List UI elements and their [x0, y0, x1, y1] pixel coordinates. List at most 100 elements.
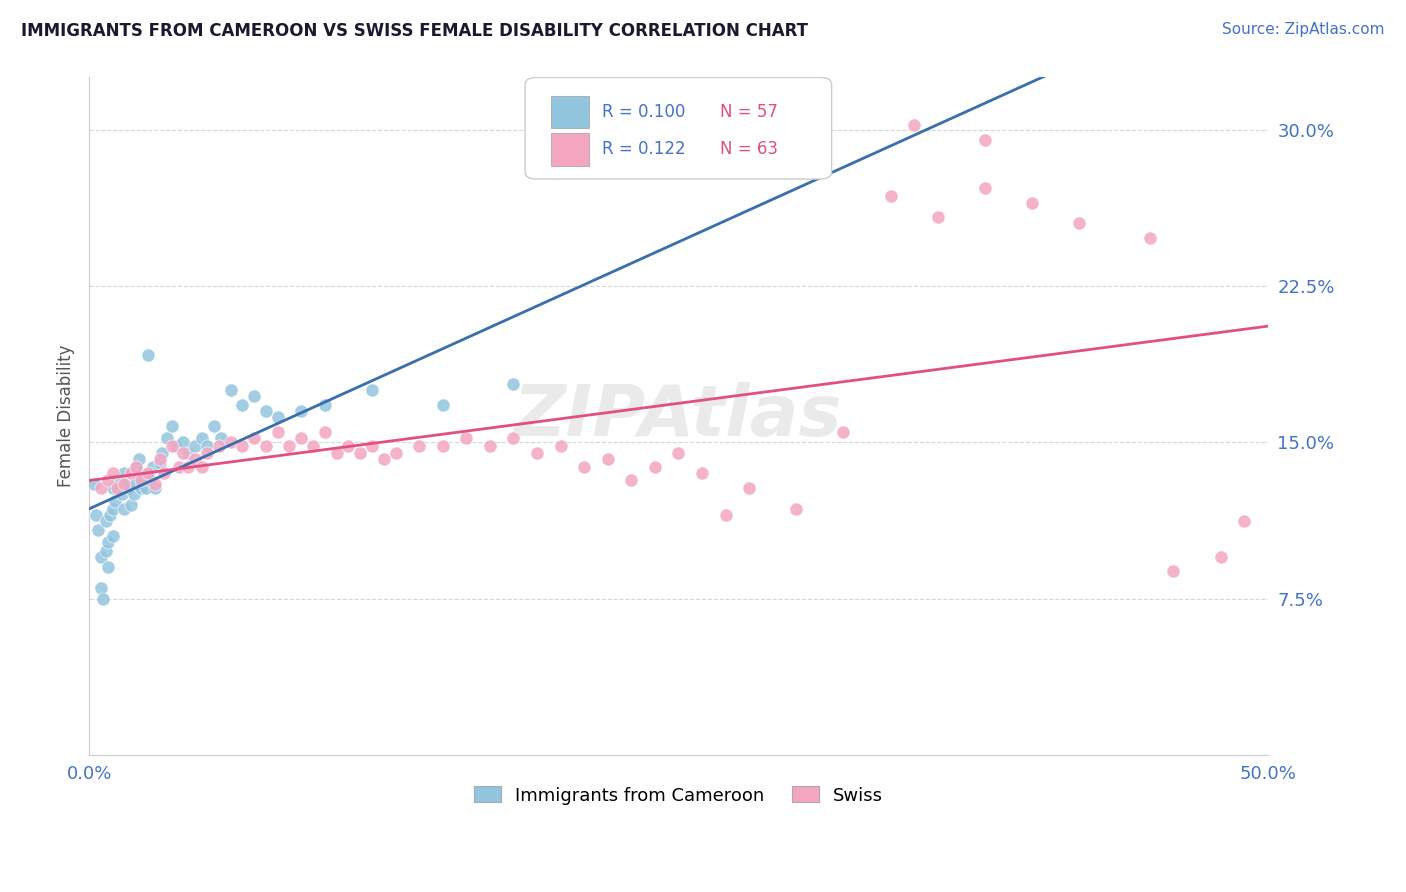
Point	[502, 431, 524, 445]
Point	[97, 473, 120, 487]
Point	[136, 467, 159, 481]
Point	[302, 439, 325, 453]
Point	[97, 535, 120, 549]
Text: Source: ZipAtlas.com: Source: ZipAtlas.com	[1222, 22, 1385, 37]
Point	[879, 189, 901, 203]
Point	[231, 398, 253, 412]
Point	[666, 445, 689, 459]
Point	[112, 502, 135, 516]
Point	[172, 445, 194, 459]
Point	[125, 460, 148, 475]
Point	[202, 418, 225, 433]
Y-axis label: Female Disability: Female Disability	[58, 345, 75, 487]
Point	[373, 451, 395, 466]
Text: ZIPAtlas: ZIPAtlas	[515, 382, 842, 450]
Point	[97, 560, 120, 574]
Point	[243, 389, 266, 403]
Point	[384, 445, 406, 459]
Point	[526, 445, 548, 459]
Point	[361, 439, 384, 453]
Point	[94, 515, 117, 529]
Point	[122, 487, 145, 501]
Point	[125, 477, 148, 491]
Point	[973, 133, 995, 147]
Point	[112, 477, 135, 491]
Point	[231, 439, 253, 453]
Point	[150, 445, 173, 459]
Point	[143, 481, 166, 495]
Point	[167, 460, 190, 475]
Text: IMMIGRANTS FROM CAMEROON VS SWISS FEMALE DISABILITY CORRELATION CHART: IMMIGRANTS FROM CAMEROON VS SWISS FEMALE…	[21, 22, 808, 40]
Point	[266, 425, 288, 439]
Point	[121, 498, 143, 512]
Point	[572, 460, 595, 475]
Point	[832, 425, 855, 439]
Point	[156, 431, 179, 445]
Point	[111, 487, 134, 501]
Point	[349, 445, 371, 459]
Point	[160, 418, 183, 433]
Point	[209, 431, 232, 445]
FancyBboxPatch shape	[526, 78, 831, 179]
Point	[903, 119, 925, 133]
Point	[361, 383, 384, 397]
Point	[184, 451, 207, 466]
Point	[314, 398, 336, 412]
Point	[208, 439, 231, 453]
Point	[1021, 195, 1043, 210]
Point	[149, 456, 172, 470]
Point	[91, 591, 114, 606]
Point	[550, 439, 572, 453]
Point	[136, 348, 159, 362]
Point	[112, 467, 135, 481]
Point	[266, 410, 288, 425]
FancyBboxPatch shape	[551, 133, 589, 166]
Point	[129, 473, 152, 487]
Point	[118, 481, 141, 495]
Point	[128, 451, 150, 466]
Point	[927, 210, 949, 224]
Legend: Immigrants from Cameroon, Swiss: Immigrants from Cameroon, Swiss	[464, 777, 891, 814]
Point	[408, 439, 430, 453]
Point	[101, 502, 124, 516]
Point	[177, 445, 200, 459]
Point	[195, 445, 218, 459]
Point	[278, 439, 301, 453]
Point	[195, 439, 218, 453]
Text: N = 63: N = 63	[720, 140, 778, 158]
Point	[738, 481, 761, 495]
Text: R = 0.122: R = 0.122	[602, 140, 685, 158]
Point	[1067, 216, 1090, 230]
Point	[1139, 231, 1161, 245]
Point	[432, 398, 454, 412]
Point	[143, 477, 166, 491]
Point	[1163, 565, 1185, 579]
Point	[785, 502, 807, 516]
Point	[101, 467, 124, 481]
Point	[1233, 515, 1256, 529]
Point	[129, 481, 152, 495]
Point	[105, 481, 128, 495]
Point	[478, 439, 501, 453]
Point	[139, 473, 162, 487]
Point	[153, 467, 176, 481]
Point	[219, 383, 242, 397]
Point	[502, 376, 524, 391]
Point	[165, 439, 187, 453]
Point	[84, 508, 107, 523]
Point	[87, 523, 110, 537]
Point	[142, 460, 165, 475]
Point	[83, 477, 105, 491]
Point	[172, 435, 194, 450]
Point	[337, 439, 360, 453]
Point	[290, 431, 312, 445]
Point	[136, 467, 159, 481]
Point	[105, 473, 128, 487]
Point	[125, 460, 148, 475]
Point	[314, 425, 336, 439]
Text: N = 57: N = 57	[720, 103, 778, 121]
Point	[596, 451, 619, 466]
Point	[456, 431, 478, 445]
Point	[135, 481, 157, 495]
Point	[94, 543, 117, 558]
